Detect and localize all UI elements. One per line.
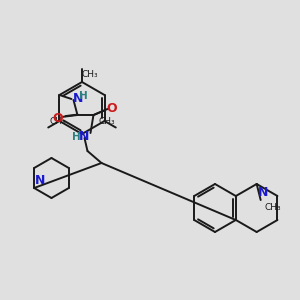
Text: CH₃: CH₃ — [82, 70, 99, 79]
Text: H: H — [80, 91, 88, 101]
Text: N: N — [35, 174, 46, 187]
Text: CH₃: CH₃ — [49, 118, 66, 127]
Text: N: N — [73, 92, 83, 106]
Text: CH₃: CH₃ — [98, 118, 115, 127]
Text: N: N — [79, 130, 90, 143]
Text: CH₃: CH₃ — [265, 203, 281, 212]
Text: O: O — [106, 101, 117, 115]
Text: O: O — [52, 112, 63, 124]
Text: N: N — [258, 186, 268, 199]
Text: H: H — [72, 132, 81, 142]
